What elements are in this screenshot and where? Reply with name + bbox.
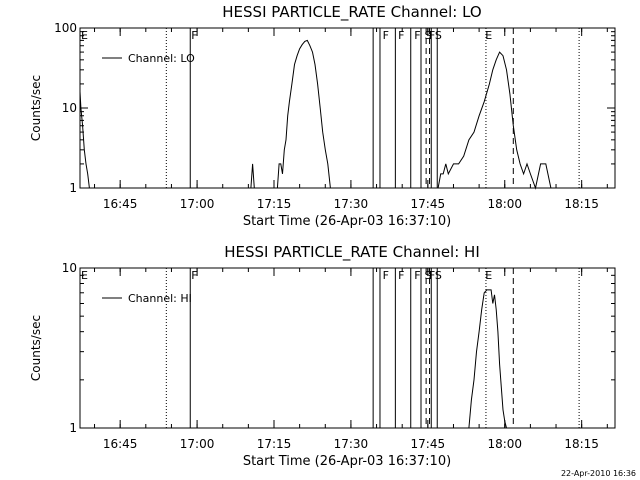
x-tick-label: 17:15 (257, 197, 292, 211)
x-tick-label: 17:15 (257, 437, 292, 451)
x-tick-label: 17:45 (411, 437, 446, 451)
time-markers-hi (165, 268, 580, 428)
flag-label: S (425, 29, 432, 42)
flag-label: F (429, 29, 435, 42)
flag-label: F (429, 269, 435, 282)
y-tick-label: 100 (54, 21, 77, 35)
x-tick-label: 17:30 (334, 437, 369, 451)
creation-timestamp: 22-Apr-2010 16:36 (561, 469, 636, 478)
x-axis-label-lo: Start Time (26-Apr-03 16:37:10) (243, 214, 451, 229)
flag-label: E (81, 269, 88, 282)
flag-labels-hi: E F F F F SF S E (81, 269, 492, 282)
x-axis-label-hi: Start Time (26-Apr-03 16:37:10) (243, 454, 451, 469)
flag-label: E (485, 269, 492, 282)
flag-label: F (383, 29, 389, 42)
y-tick-label: 10 (62, 101, 77, 115)
flag-label: F (398, 29, 404, 42)
flag-label: E (485, 29, 492, 42)
y-tick-label: 1 (69, 421, 77, 435)
x-tick-label: 17:45 (411, 197, 446, 211)
x-tick-label: 17:30 (334, 197, 369, 211)
x-tick-label: 18:00 (487, 437, 522, 451)
legend-label-hi: Channel: HI (128, 292, 192, 305)
axis-ticks-hi: 16:45 17:00 17:15 17:30 17:45 18:00 18:15 1 10 (62, 261, 615, 451)
data-series-line (79, 39, 552, 190)
legend-lo: Channel: LO (102, 52, 195, 65)
y-tick-label: 10 (62, 261, 77, 275)
series-hi (468, 289, 507, 429)
y-axis-label-lo: Counts/sec (29, 75, 43, 141)
series-lo (79, 39, 552, 190)
x-tick-label: 17:00 (180, 197, 215, 211)
flag-label: F (383, 269, 389, 282)
flag-label: F (398, 269, 404, 282)
chart-title-lo: HESSI PARTICLE_RATE Channel: LO (222, 3, 481, 22)
x-tick-label: 18:15 (564, 437, 599, 451)
flag-label: S (435, 269, 442, 282)
x-tick-label: 17:00 (180, 437, 215, 451)
x-tick-label: 16:45 (103, 197, 138, 211)
x-tick-label: 18:00 (487, 197, 522, 211)
flag-label: F (414, 29, 420, 42)
flag-label: F (191, 269, 197, 282)
flag-label: S (435, 29, 442, 42)
chart-title-hi: HESSI PARTICLE_RATE Channel: HI (224, 243, 480, 262)
y-axis-label-hi: Counts/sec (29, 315, 43, 381)
flag-label: F (191, 29, 197, 42)
data-series-line (468, 289, 507, 429)
panel-hi: HESSI PARTICLE_RATE Channel: HI Start Ti… (29, 243, 616, 469)
flag-label: E (81, 29, 88, 42)
plot-frame-hi (79, 267, 616, 429)
flag-labels-lo: E F F F F SF S E (81, 29, 492, 42)
legend-label-lo: Channel: LO (128, 52, 195, 65)
time-markers-lo (165, 28, 580, 188)
x-tick-label: 18:15 (564, 197, 599, 211)
axis-ticks-lo: 16:45 17:00 17:15 17:30 17:45 18:00 18:15 1 10 10… (54, 21, 615, 211)
flag-label: F (414, 269, 420, 282)
flag-label: S (425, 269, 432, 282)
legend-hi: Channel: HI (102, 292, 192, 305)
x-tick-label: 16:45 (103, 437, 138, 451)
y-tick-label: 1 (69, 181, 77, 195)
panel-lo: HESSI PARTICLE_RATE Channel: LO Start Ti… (29, 3, 616, 229)
